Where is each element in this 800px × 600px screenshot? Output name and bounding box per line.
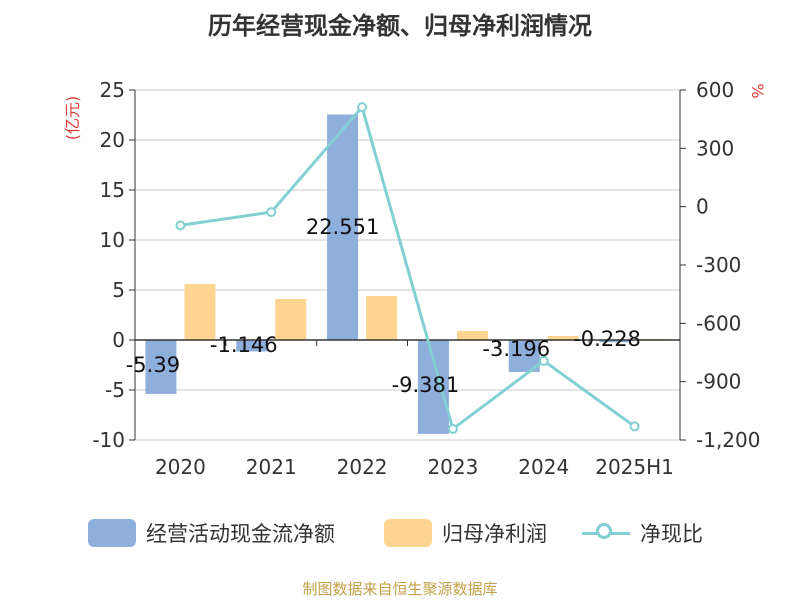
y-right-tick-label: -600 bbox=[696, 311, 741, 335]
data-label-cashflow: -0.228 bbox=[573, 327, 641, 351]
x-tick-label: 2020 bbox=[155, 455, 206, 479]
bar-net-profit bbox=[547, 336, 579, 340]
legend-swatch-cashflow bbox=[88, 519, 136, 547]
data-label-cashflow: -3.196 bbox=[482, 337, 550, 361]
x-tick-label: 2025H1 bbox=[595, 455, 674, 479]
x-tick-label: 2022 bbox=[337, 455, 388, 479]
line-ratio bbox=[180, 104, 636, 432]
bar-cashflow bbox=[145, 340, 177, 394]
bar-cashflow bbox=[236, 340, 268, 352]
line-ratio-point bbox=[447, 423, 458, 434]
line-ratio-point bbox=[538, 355, 549, 366]
y-right-tick-label: -300 bbox=[696, 253, 741, 277]
bar-net-profit bbox=[275, 299, 307, 340]
data-label-cashflow: -5.39 bbox=[126, 353, 180, 377]
x-tick-label: 2023 bbox=[427, 455, 478, 479]
y-right-tick-label: 600 bbox=[696, 78, 734, 102]
legend-item-net-profit[interactable]: 归母净利润 bbox=[384, 518, 547, 548]
y-left-axis-label: (亿元) bbox=[63, 96, 82, 141]
y-right-axis-label: % bbox=[748, 83, 767, 98]
bar-cashflow bbox=[599, 340, 631, 343]
legend-label-cashflow: 经营活动现金流净额 bbox=[146, 522, 335, 546]
line-ratio-point bbox=[357, 102, 368, 113]
legend-label-net-profit: 归母净利润 bbox=[442, 522, 547, 546]
line-ratio-point bbox=[629, 421, 640, 432]
data-label-cashflow: 22.551 bbox=[306, 215, 379, 239]
y-left-tick-label: 5 bbox=[112, 278, 125, 302]
y-right-tick-label: -1,200 bbox=[696, 428, 760, 452]
data-label-cashflow: -9.381 bbox=[392, 373, 460, 397]
y-right-tick-label: -900 bbox=[696, 370, 741, 394]
chart-title: 历年经营现金净额、归母净利润情况 bbox=[208, 12, 592, 40]
bar-net-profit bbox=[366, 296, 398, 340]
line-ratio-point bbox=[266, 207, 277, 218]
y-left-tick-label: 0 bbox=[112, 328, 125, 352]
line-ratio-point bbox=[175, 220, 186, 231]
y-left-tick-label: 25 bbox=[100, 78, 125, 102]
legend-item-cashflow[interactable]: 经营活动现金流净额 bbox=[88, 518, 335, 548]
legend-line-symbol-ratio bbox=[582, 519, 630, 547]
y-left-tick-label: -10 bbox=[92, 428, 125, 452]
legend-item-ratio[interactable]: 净现比 bbox=[582, 518, 703, 548]
legend-label-ratio: 净现比 bbox=[640, 522, 703, 546]
legend-swatch-net-profit bbox=[384, 519, 432, 547]
bar-cashflow bbox=[327, 114, 359, 341]
y-left-tick-label: -5 bbox=[105, 378, 125, 402]
source-note: 制图数据来自恒生聚源数据库 bbox=[302, 580, 498, 598]
bar-net-profit bbox=[456, 331, 488, 340]
data-label-cashflow: -1.146 bbox=[210, 333, 278, 357]
x-tick-label: 2021 bbox=[246, 455, 297, 479]
y-left-tick-label: 15 bbox=[100, 178, 125, 202]
y-left-tick-label: 20 bbox=[100, 128, 125, 152]
y-right-tick-label: 300 bbox=[696, 136, 734, 160]
y-left-tick-label: 10 bbox=[100, 228, 125, 252]
bar-net-profit bbox=[184, 284, 216, 340]
y-right-tick-label: 0 bbox=[696, 195, 709, 219]
x-tick-label: 2024 bbox=[518, 455, 569, 479]
